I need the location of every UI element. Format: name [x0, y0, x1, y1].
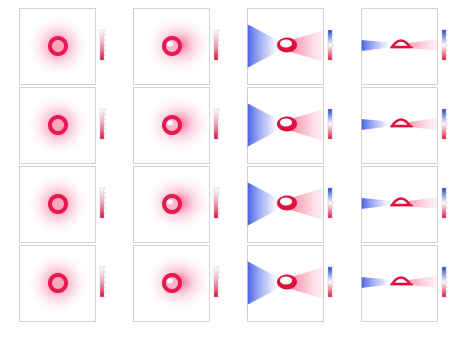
heatmap-panel — [247, 166, 324, 243]
heatmap-panel — [19, 166, 96, 243]
colorbar — [328, 188, 332, 218]
heatmap-panel — [361, 166, 438, 243]
colorbar — [328, 109, 332, 139]
heatmap-panel — [133, 245, 210, 322]
heatmap-panel — [361, 245, 438, 322]
heatmap-panel — [133, 8, 210, 85]
heatmap-panel — [19, 245, 96, 322]
colorbar — [214, 109, 218, 139]
colorbar — [442, 30, 446, 60]
colorbar — [100, 188, 104, 218]
colorbar — [100, 267, 104, 297]
colorbar — [442, 188, 446, 218]
colorbar — [214, 188, 218, 218]
heatmap-panel — [361, 87, 438, 164]
heatmap-panel — [361, 8, 438, 85]
colorbar — [328, 30, 332, 60]
heatmap-panel — [133, 166, 210, 243]
colorbar — [442, 267, 446, 297]
heatmap-panel — [133, 87, 210, 164]
colorbar — [100, 30, 104, 60]
heatmap-panel — [19, 87, 96, 164]
colorbar — [100, 109, 104, 139]
colorbar — [328, 267, 332, 297]
heatmap-panel — [19, 8, 96, 85]
heatmap-panel — [247, 245, 324, 322]
colorbar — [214, 30, 218, 60]
colorbar — [442, 109, 446, 139]
heatmap-panel — [247, 8, 324, 85]
heatmap-panel — [247, 87, 324, 164]
colorbar — [214, 267, 218, 297]
